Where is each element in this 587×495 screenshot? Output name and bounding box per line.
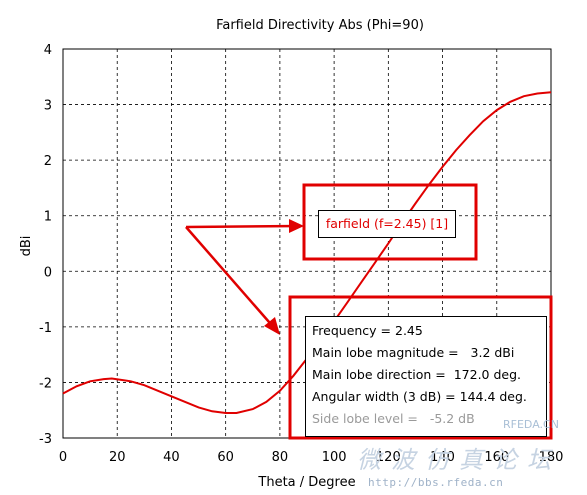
arrow-head-info xyxy=(264,317,280,335)
info-angular-width: Angular width (3 dB) = 144.4 deg. xyxy=(312,389,527,404)
y-tick-label: -2 xyxy=(39,376,52,391)
legend: farfield (f=2.45) [1] xyxy=(318,210,456,238)
arrow-to-info xyxy=(185,226,277,331)
x-tick-label: 140 xyxy=(430,450,455,465)
x-tick-label: 160 xyxy=(484,450,509,465)
legend-label: farfield (f=2.45) [1] xyxy=(325,216,449,231)
y-tick-label: 4 xyxy=(44,43,52,58)
x-tick-label: 0 xyxy=(59,450,67,465)
info-side-lobe-level: Side lobe level = -5.2 dB xyxy=(312,411,475,426)
arrow-head-legend xyxy=(289,219,304,233)
info-main-lobe-magnitude: Main lobe magnitude = 3.2 dBi xyxy=(312,345,515,360)
info-main-lobe-direction: Main lobe direction = 172.0 deg. xyxy=(312,367,521,382)
y-tick-label: 0 xyxy=(44,265,52,280)
y-tick-label: 3 xyxy=(44,99,52,114)
watermark-site: RFEDA.CN xyxy=(503,418,559,431)
x-axis-label: Theta / Degree xyxy=(257,475,355,490)
x-tick-label: 180 xyxy=(539,450,564,465)
y-tick-label: 1 xyxy=(44,210,52,225)
watermark-cn: 微波仿真论坛 xyxy=(357,446,561,474)
annotation-layer xyxy=(185,183,553,440)
x-tick-label: 40 xyxy=(163,450,180,465)
info-frequency: Frequency = 2.45 xyxy=(312,323,423,338)
x-tick-label: 20 xyxy=(109,450,126,465)
chart-title: Farfield Directivity Abs (Phi=90) xyxy=(216,18,424,33)
y-tick-label: -1 xyxy=(39,321,52,336)
x-tick-label: 100 xyxy=(322,450,347,465)
highlight-box-info xyxy=(288,295,553,440)
y-axis-label: dBi xyxy=(19,236,34,257)
x-tick-label: 120 xyxy=(376,450,401,465)
arrow-to-legend xyxy=(185,224,301,229)
x-tick-label: 60 xyxy=(217,450,234,465)
y-tick-label: -3 xyxy=(39,432,52,447)
y-tick-label: 2 xyxy=(44,154,52,169)
axis-ticks: 0 20 40 60 80 100 120 140 160 180 -3 -2 -1 0 1 2 3 4 xyxy=(39,43,563,465)
watermark-url: http://bbs.rfeda.cn xyxy=(368,476,504,489)
highlight-box-legend xyxy=(302,183,478,261)
info-box: Frequency = 2.45 Main lobe magnitude = 3… xyxy=(305,316,547,437)
x-tick-label: 80 xyxy=(272,450,289,465)
